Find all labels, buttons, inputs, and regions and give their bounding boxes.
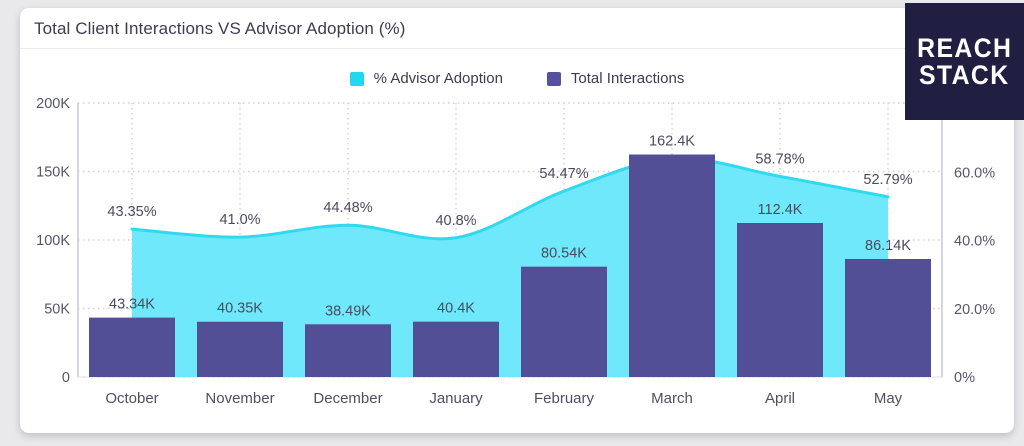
adoption-swatch-icon [349,71,364,86]
card-header: Total Client Interactions VS Advisor Ado… [20,8,1014,49]
legend-label-adoption: % Advisor Adoption [373,70,503,87]
logo-line-2: STACK [919,59,1010,90]
chart-legend: % Advisor Adoption Total Interactions [20,70,1014,87]
legend-item-total-interactions[interactable]: Total Interactions [546,70,685,87]
interactions-swatch-icon [546,71,561,86]
legend-label-interactions: Total Interactions [570,70,685,87]
chart-card: Total Client Interactions VS Advisor Ado… [20,8,1014,433]
legend-item-advisor-adoption[interactable]: % Advisor Adoption [349,70,503,87]
reachstack-logo: REACH STACK [905,3,1024,120]
page-title: Total Client Interactions VS Advisor Ado… [34,19,406,38]
logo-line-1: REACH [916,33,1013,64]
